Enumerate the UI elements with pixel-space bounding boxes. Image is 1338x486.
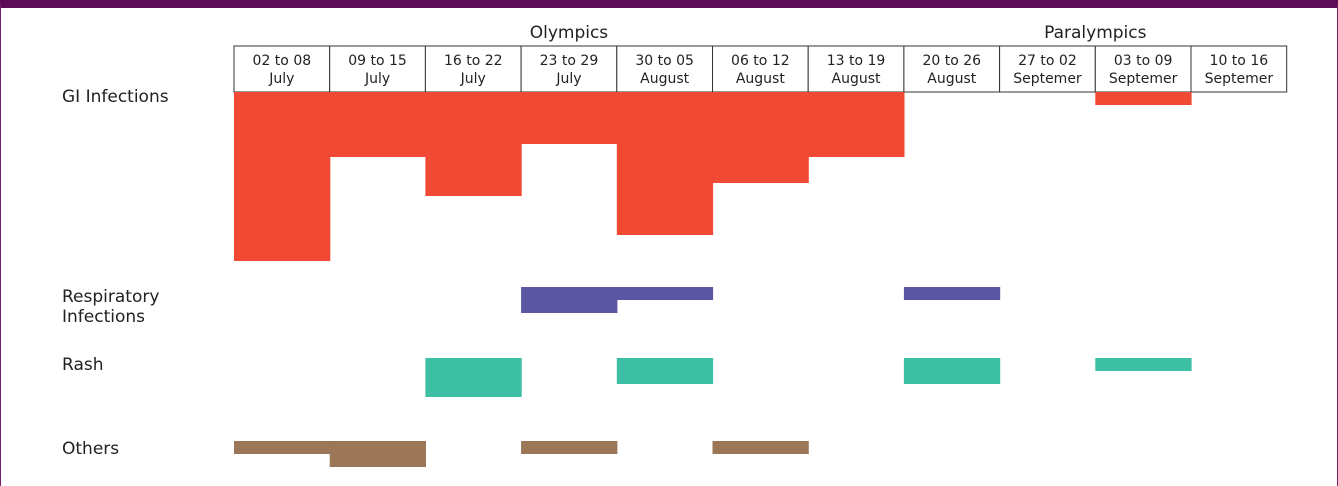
week-header-cell [999, 45, 1096, 93]
week-tick-label: July [364, 71, 390, 87]
bar-3-5 [712, 441, 809, 454]
week-tick-label: 23 to 29 [540, 53, 599, 69]
week-tick-label: Septemer [1205, 71, 1274, 87]
bar-0-5 [712, 92, 809, 183]
bar-1-4 [616, 287, 714, 300]
week-tick-label: July [460, 71, 486, 87]
week-tick-label: August [736, 71, 786, 87]
week-tick-label: August [927, 71, 977, 87]
week-header-cell [329, 45, 426, 93]
row-label: Respiratory [62, 287, 159, 307]
week-header-cell [712, 45, 809, 93]
bar-3-0 [234, 441, 331, 454]
week-tick-label: 20 to 26 [922, 53, 981, 69]
bar-0-3 [521, 92, 618, 144]
week-tick-label: 03 to 09 [1114, 53, 1173, 69]
week-tick-label: July [268, 71, 294, 87]
week-tick-label: 10 to 16 [1210, 53, 1269, 69]
week-tick-label: Septemer [1109, 71, 1178, 87]
bar-2-7 [903, 358, 1001, 384]
week-tick-label: Septemer [1013, 71, 1082, 87]
bar-0-6 [808, 92, 905, 157]
bar-2-4 [616, 358, 714, 384]
bar-1-7 [903, 287, 1001, 300]
row-label: Rash [62, 355, 104, 375]
week-tick-label: 06 to 12 [731, 53, 790, 69]
phase-label-1: Paralympics [1044, 23, 1147, 43]
row-label: GI Infections [62, 87, 169, 107]
bar-0-1 [329, 92, 426, 157]
week-tick-label: 30 to 05 [635, 53, 694, 69]
row-label: Others [62, 439, 119, 459]
phase-label-0: Olympics [530, 23, 609, 43]
bar-0-2 [425, 92, 522, 196]
week-tick-label: 27 to 02 [1018, 53, 1077, 69]
bar-0-0 [234, 92, 331, 261]
week-tick-label: August [832, 71, 882, 87]
week-tick-label: July [555, 71, 581, 87]
row-label: Infections [62, 307, 145, 327]
bar-3-1 [329, 441, 426, 467]
bar-1-3 [521, 287, 618, 313]
bar-2-9 [1095, 358, 1192, 371]
bar-3-3 [521, 441, 618, 454]
week-header-cell [1094, 45, 1192, 93]
week-header-cell [1190, 45, 1288, 93]
bar-0-9 [1095, 92, 1192, 105]
bar-2-2 [425, 358, 522, 397]
week-tick-label: 09 to 15 [348, 53, 407, 69]
week-tick-label: 16 to 22 [444, 53, 503, 69]
bar-0-4 [616, 92, 714, 235]
week-tick-label: 02 to 08 [253, 53, 312, 69]
week-tick-label: 13 to 19 [827, 53, 886, 69]
week-tick-label: August [640, 71, 690, 87]
